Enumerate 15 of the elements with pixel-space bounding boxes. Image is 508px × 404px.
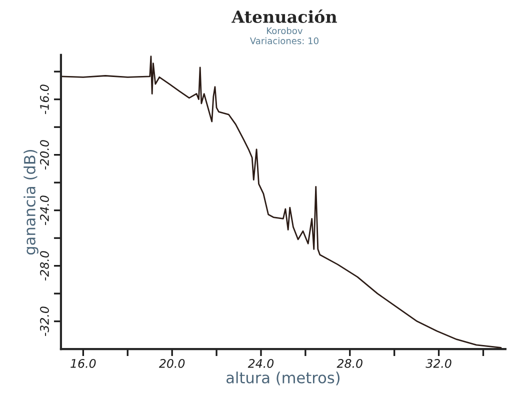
y-tick-label: -28.0 <box>40 251 49 281</box>
y-tick-label: -32.0 <box>40 306 49 336</box>
y-axis-title: ganancia (dB) <box>24 150 38 255</box>
chart-subtitle: Korobov <box>267 27 303 34</box>
x-axis-title: altura (metros) <box>226 372 340 386</box>
text: Variaciones: 10 <box>250 37 318 44</box>
y-tick-label: -16.0 <box>40 84 49 114</box>
chart-title: Atenuación <box>232 9 337 24</box>
x-tick-label: 32.0 <box>426 358 452 368</box>
x-tick-label: 20.0 <box>158 358 185 368</box>
x-tick-label: 28.0 <box>336 358 362 368</box>
x-tick-label: 24.0 <box>248 358 274 368</box>
y-tick-label: -20.0 <box>40 140 49 170</box>
y-tick-label: -24.0 <box>40 196 49 226</box>
x-tick-label: 16.0 <box>70 358 96 368</box>
